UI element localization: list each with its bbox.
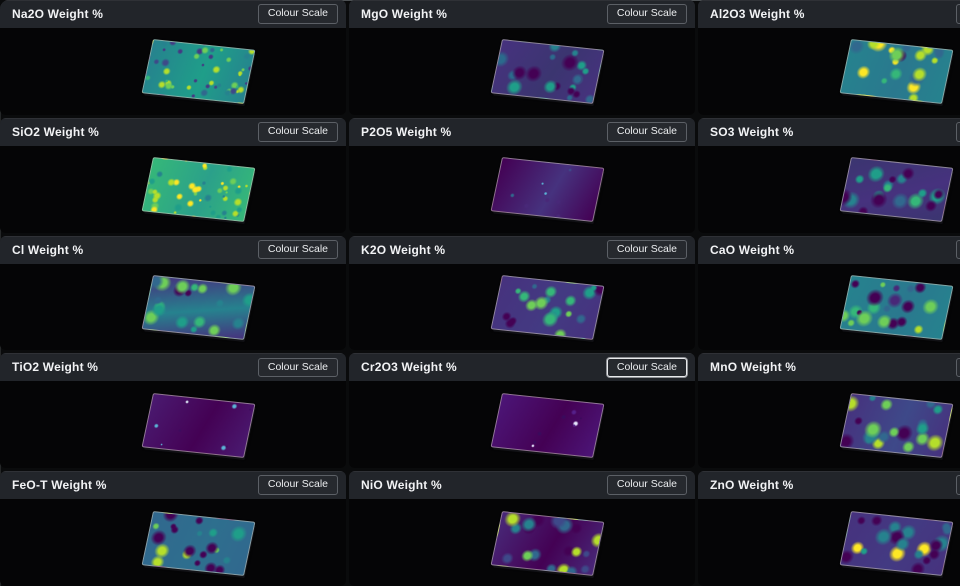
panel-na2o: Na2O Weight % Colour Scale	[0, 0, 346, 115]
panel-body	[0, 28, 346, 115]
panel-header: P2O5 Weight % Colour Scale	[349, 117, 695, 146]
element-map-image-mno[interactable]	[839, 392, 954, 458]
panel-header: FeO-T Weight % Colour Scale	[0, 471, 346, 500]
panel-so3: SO3 Weight % Colour Scale	[698, 117, 960, 233]
colour-scale-button-na2o[interactable]: Colour Scale	[257, 4, 338, 24]
panel-body	[0, 499, 346, 586]
panel-body	[0, 145, 346, 233]
element-map-image-cr2o3[interactable]	[490, 392, 605, 458]
element-map-image-p2o5[interactable]	[490, 157, 605, 223]
panel-body	[349, 499, 695, 586]
colour-scale-button-zno[interactable]: Colour Scale	[955, 475, 960, 495]
colour-scale-button-so3[interactable]: Colour Scale	[955, 122, 960, 142]
panel-title-nio: NiO Weight %	[361, 478, 442, 493]
element-map-image-zno[interactable]	[839, 510, 954, 576]
panel-title-na2o: Na2O Weight %	[12, 7, 104, 21]
element-map-image-feo-t[interactable]	[141, 510, 256, 576]
panel-header: NiO Weight % Colour Scale	[349, 471, 695, 500]
panel-title-cr2o3: Cr2O3 Weight %	[361, 360, 457, 375]
panel-title-feo-t: FeO-T Weight %	[12, 478, 107, 493]
element-map-image-k2o[interactable]	[490, 275, 605, 340]
panel-title-mno: MnO Weight %	[710, 360, 797, 375]
element-map-image-so3[interactable]	[839, 157, 954, 223]
colour-scale-button-cl[interactable]: Colour Scale	[257, 239, 338, 260]
panel-title-mgo: MgO Weight %	[361, 7, 448, 21]
colour-scale-button-p2o5[interactable]: Colour Scale	[606, 122, 687, 142]
colour-scale-button-cao[interactable]: Colour Scale	[955, 239, 960, 260]
element-map-image-cl[interactable]	[141, 275, 256, 340]
panel-mno: MnO Weight % Colour Scale	[698, 353, 960, 469]
panel-cr2o3: Cr2O3 Weight % Colour Scale	[349, 353, 695, 469]
panel-feo-t: FeO-T Weight % Colour Scale	[0, 471, 346, 586]
panel-sio2: SiO2 Weight % Colour Scale	[0, 117, 346, 233]
panel-header: Cr2O3 Weight % Colour Scale	[349, 353, 695, 382]
panel-body	[0, 263, 346, 351]
panel-header: ZnO Weight % Colour Scale	[698, 471, 960, 500]
element-map-image-al2o3[interactable]	[839, 39, 954, 105]
colour-scale-button-k2o[interactable]: Colour Scale	[606, 239, 687, 260]
panel-header: Na2O Weight % Colour Scale	[0, 0, 346, 28]
colour-scale-button-sio2[interactable]: Colour Scale	[257, 122, 338, 142]
element-map-image-mgo[interactable]	[490, 39, 605, 105]
panel-header: SO3 Weight % Colour Scale	[698, 117, 960, 146]
panel-title-cl: Cl Weight %	[12, 242, 84, 257]
panel-header: Al2O3 Weight % Colour Scale	[698, 0, 960, 28]
panel-title-tio2: TiO2 Weight %	[12, 360, 99, 375]
panel-tio2: TiO2 Weight % Colour Scale	[0, 353, 346, 469]
panel-body	[698, 28, 960, 115]
element-map-image-na2o[interactable]	[141, 39, 256, 105]
panel-cl: Cl Weight % Colour Scale	[0, 235, 346, 351]
panel-title-zno: ZnO Weight %	[710, 478, 794, 493]
panel-header: MgO Weight % Colour Scale	[349, 0, 695, 28]
panel-body	[698, 145, 960, 233]
panel-body	[698, 263, 960, 351]
panel-body	[349, 263, 695, 351]
panel-header: SiO2 Weight % Colour Scale	[0, 117, 346, 146]
panel-title-so3: SO3 Weight %	[710, 124, 794, 139]
panel-nio: NiO Weight % Colour Scale	[349, 471, 695, 586]
panel-title-p2o5: P2O5 Weight %	[361, 124, 452, 139]
colour-scale-button-mno[interactable]: Colour Scale	[955, 357, 960, 378]
colour-scale-button-feo-t[interactable]: Colour Scale	[257, 475, 338, 495]
panel-header: TiO2 Weight % Colour Scale	[0, 353, 346, 382]
element-map-image-nio[interactable]	[490, 510, 605, 576]
panel-body	[349, 145, 695, 233]
panel-header: MnO Weight % Colour Scale	[698, 353, 960, 382]
panel-header: K2O Weight % Colour Scale	[349, 235, 695, 264]
colour-scale-button-tio2[interactable]: Colour Scale	[257, 357, 338, 378]
panel-title-sio2: SiO2 Weight %	[12, 124, 100, 139]
panel-zno: ZnO Weight % Colour Scale	[698, 471, 960, 586]
panel-header: Cl Weight % Colour Scale	[0, 235, 346, 264]
element-map-image-sio2[interactable]	[141, 157, 256, 223]
panel-title-cao: CaO Weight %	[710, 242, 795, 257]
colour-scale-button-nio[interactable]: Colour Scale	[606, 475, 687, 495]
panel-body	[349, 381, 695, 469]
panel-body	[0, 381, 346, 469]
panel-header: CaO Weight % Colour Scale	[698, 235, 960, 264]
panel-body	[349, 28, 695, 115]
panel-title-al2o3: Al2O3 Weight %	[710, 7, 805, 21]
colour-scale-button-al2o3[interactable]: Colour Scale	[955, 4, 960, 24]
panel-al2o3: Al2O3 Weight % Colour Scale	[698, 0, 960, 115]
colour-scale-button-mgo[interactable]: Colour Scale	[606, 4, 687, 24]
panel-p2o5: P2O5 Weight % Colour Scale	[349, 117, 695, 233]
colour-scale-button-cr2o3[interactable]: Colour Scale	[606, 357, 687, 378]
element-map-image-tio2[interactable]	[141, 392, 256, 458]
panel-body	[698, 381, 960, 469]
panel-cao: CaO Weight % Colour Scale	[698, 235, 960, 351]
panel-title-k2o: K2O Weight %	[361, 242, 446, 257]
panel-body	[698, 499, 960, 586]
element-map-image-cao[interactable]	[839, 275, 954, 340]
panel-k2o: K2O Weight % Colour Scale	[349, 235, 695, 351]
panel-mgo: MgO Weight % Colour Scale	[349, 0, 695, 115]
